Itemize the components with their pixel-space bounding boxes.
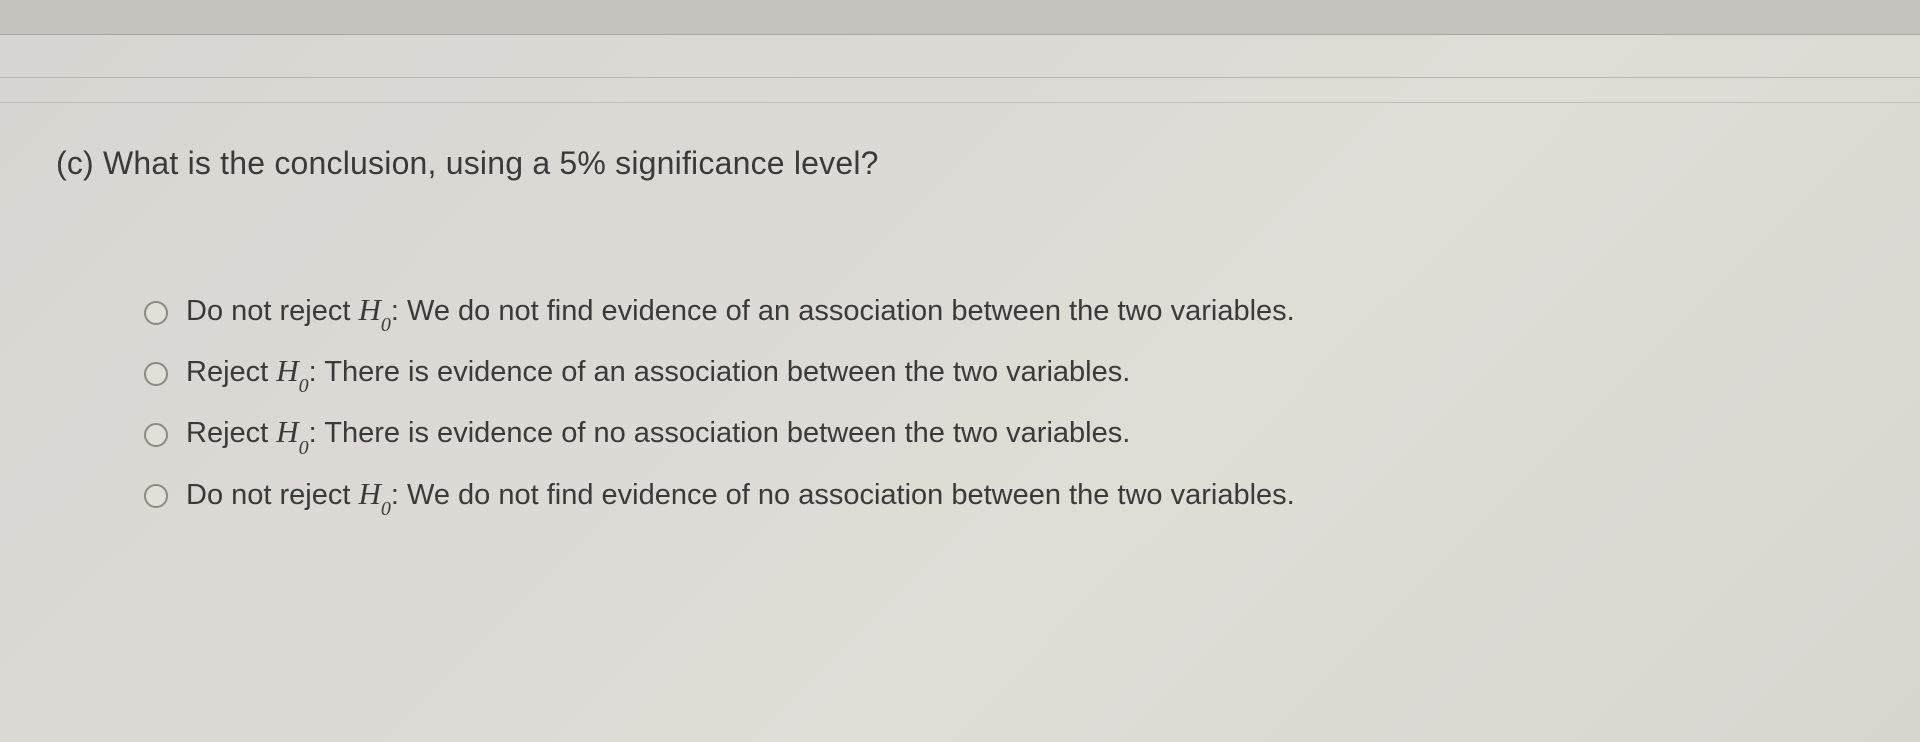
h0-symbol: H0 [276,353,308,388]
question-content: (c) What is the conclusion, using a 5% s… [0,103,1920,517]
option-prefix-2: Reject [186,356,276,388]
radio-button-4[interactable] [144,484,168,508]
option-text-4: Do not reject H0: We do not find evidenc… [186,476,1295,517]
radio-button-2[interactable] [144,362,168,386]
option-prefix-3: Reject [186,417,276,449]
top-bar [0,0,1920,35]
option-text-1: Do not reject H0: We do not find evidenc… [186,292,1295,333]
divider-line [0,77,1920,78]
h0-symbol: H0 [358,292,390,327]
option-row-4[interactable]: Do not reject H0: We do not find evidenc… [144,476,1864,517]
option-prefix-1: Do not reject [186,295,358,327]
option-row-1[interactable]: Do not reject H0: We do not find evidenc… [144,292,1864,333]
h0-symbol: H0 [358,476,390,511]
radio-button-1[interactable] [144,301,168,325]
option-suffix-3: : There is evidence of no association be… [309,417,1131,449]
option-suffix-4: : We do not find evidence of no associat… [391,479,1295,511]
option-row-3[interactable]: Reject H0: There is evidence of no assoc… [144,414,1864,455]
option-prefix-4: Do not reject [186,479,358,511]
question-text: (c) What is the conclusion, using a 5% s… [56,145,1864,182]
option-text-3: Reject H0: There is evidence of no assoc… [186,414,1130,455]
option-suffix-2: : There is evidence of an association be… [309,356,1131,388]
option-row-2[interactable]: Reject H0: There is evidence of an assoc… [144,353,1864,394]
option-text-2: Reject H0: There is evidence of an assoc… [186,353,1130,394]
radio-button-3[interactable] [144,423,168,447]
options-group: Do not reject H0: We do not find evidenc… [56,292,1864,517]
option-suffix-1: : We do not find evidence of an associat… [391,295,1295,327]
h0-symbol: H0 [276,414,308,449]
